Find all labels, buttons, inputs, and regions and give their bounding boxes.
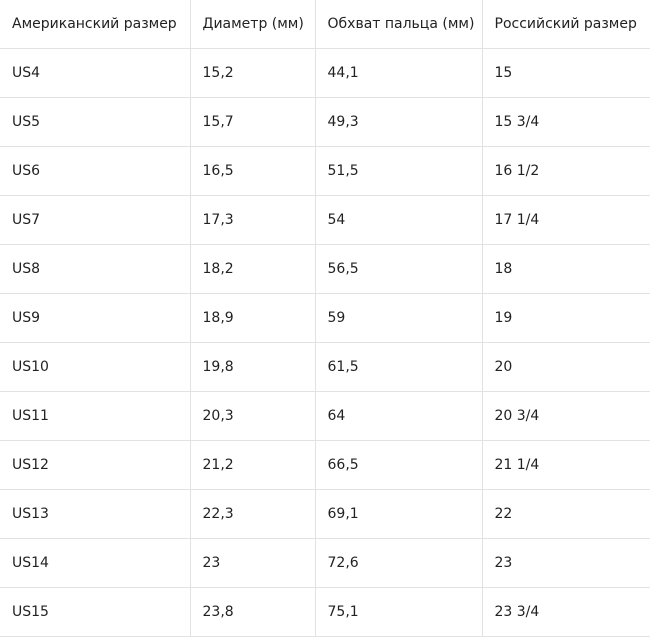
table-cell: 44,1	[314, 48, 483, 98]
table-cell: US9	[0, 293, 191, 343]
table-row: US7 17,3 54 17 1/4	[0, 195, 650, 245]
header-cell: Американский размер	[0, 0, 191, 49]
table-cell: 23,8	[189, 587, 316, 637]
table-cell: US6	[0, 146, 191, 196]
table-cell: 72,6	[314, 538, 483, 588]
table-cell: 17,3	[189, 195, 316, 245]
table-cell: 64	[314, 391, 483, 441]
table-cell: 23	[481, 538, 650, 588]
table-cell: 19	[481, 293, 650, 343]
table-row: US4 15,2 44,1 15	[0, 48, 650, 98]
table-row: US9 18,9 59 19	[0, 293, 650, 343]
table-row: US14 23 72,6 23	[0, 538, 650, 588]
table-cell: 21 1/4	[481, 440, 650, 490]
table-cell: 54	[314, 195, 483, 245]
table-cell: US10	[0, 342, 191, 392]
table-cell: 49,3	[314, 97, 483, 147]
table-cell: 22	[481, 489, 650, 539]
table-cell: 15,2	[189, 48, 316, 98]
table-cell: US4	[0, 48, 191, 98]
table-row: US10 19,8 61,5 20	[0, 342, 650, 392]
table-cell: 18,2	[189, 244, 316, 294]
table-cell: 16 1/2	[481, 146, 650, 196]
table-cell: 69,1	[314, 489, 483, 539]
table-row: US8 18,2 56,5 18	[0, 244, 650, 294]
table-cell: 18,9	[189, 293, 316, 343]
table-body: US4 15,2 44,1 15 US5 15,7 49,3 15 3/4 US6 16,5 51,…	[0, 48, 650, 637]
table-cell: 16,5	[189, 146, 316, 196]
table-cell: US11	[0, 391, 191, 441]
table-cell: US13	[0, 489, 191, 539]
table-cell: 23 3/4	[481, 587, 650, 637]
table-cell: 66,5	[314, 440, 483, 490]
table-cell: US5	[0, 97, 191, 147]
table-cell: 19,8	[189, 342, 316, 392]
table-cell: US8	[0, 244, 191, 294]
table-cell: 20,3	[189, 391, 316, 441]
header-cell: Российский размер	[481, 0, 650, 49]
table-header: Американский размер Диаметр (мм) Обхват па…	[0, 0, 650, 49]
header-cell: Диаметр (мм)	[189, 0, 316, 49]
table-cell: 20	[481, 342, 650, 392]
table-cell: US15	[0, 587, 191, 637]
table-cell: 59	[314, 293, 483, 343]
table-cell: US14	[0, 538, 191, 588]
table-row: US15 23,8 75,1 23 3/4	[0, 587, 650, 637]
table-cell: US12	[0, 440, 191, 490]
table-cell: 56,5	[314, 244, 483, 294]
table-row: US13 22,3 69,1 22	[0, 489, 650, 539]
header-cell: Обхват пальца (мм)	[314, 0, 483, 49]
header-row: Американский размер Диаметр (мм) Обхват па…	[0, 0, 650, 49]
table-row: US6 16,5 51,5 16 1/2	[0, 146, 650, 196]
table-cell: 20 3/4	[481, 391, 650, 441]
table-cell: 61,5	[314, 342, 483, 392]
table-cell: 18	[481, 244, 650, 294]
table-cell: 51,5	[314, 146, 483, 196]
table-cell: 15 3/4	[481, 97, 650, 147]
table-row: US5 15,7 49,3 15 3/4	[0, 97, 650, 147]
table-cell: US7	[0, 195, 191, 245]
table-cell: 17 1/4	[481, 195, 650, 245]
table-cell: 15,7	[189, 97, 316, 147]
table-row: US12 21,2 66,5 21 1/4	[0, 440, 650, 490]
table-cell: 22,3	[189, 489, 316, 539]
table-cell: 15	[481, 48, 650, 98]
table-cell: 21,2	[189, 440, 316, 490]
table-row: US11 20,3 64 20 3/4	[0, 391, 650, 441]
table-cell: 23	[189, 538, 316, 588]
table-cell: 75,1	[314, 587, 483, 637]
